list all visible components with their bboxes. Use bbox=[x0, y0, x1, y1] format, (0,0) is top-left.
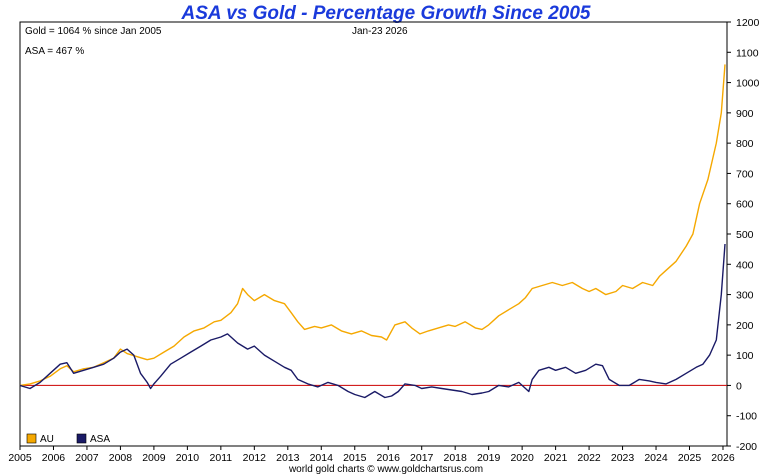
legend: AU ASA bbox=[26, 433, 110, 445]
y-tick-label: 1000 bbox=[736, 78, 760, 90]
x-tick-label: 2021 bbox=[544, 452, 568, 464]
y-tick-label: 900 bbox=[736, 108, 754, 120]
x-tick-label: 2023 bbox=[611, 452, 635, 464]
asa-annotation: ASA = 467 % bbox=[25, 46, 84, 57]
y-tick-label: 600 bbox=[736, 199, 754, 211]
x-tick-label: 2014 bbox=[310, 452, 334, 464]
legend-asa-label: ASA bbox=[90, 434, 110, 445]
x-tick-label: 2010 bbox=[176, 452, 200, 464]
y-tick-label: 0 bbox=[736, 380, 742, 392]
y-tick-label: 100 bbox=[736, 350, 754, 362]
y-tick-label: 300 bbox=[736, 290, 754, 302]
x-axis: 2005 2006 2007 2008 2009 2010 2011 2012 2013 2014… bbox=[8, 446, 735, 464]
x-tick-label: 2018 bbox=[444, 452, 468, 464]
x-tick-label: 2008 bbox=[109, 452, 133, 464]
x-tick-label: 2009 bbox=[142, 452, 166, 464]
y-tick-label: 400 bbox=[736, 259, 754, 271]
x-tick-label: 2017 bbox=[410, 452, 434, 464]
y-tick-label: -200 bbox=[736, 441, 757, 453]
date-label: Jan-23 2026 bbox=[352, 26, 408, 37]
legend-au-swatch bbox=[26, 433, 37, 444]
y-tick-label: -100 bbox=[736, 411, 757, 423]
series-line-asa bbox=[19, 243, 726, 399]
x-tick-label: 2024 bbox=[644, 452, 668, 464]
chart-title: ASA vs Gold - Percentage Growth Since 20… bbox=[181, 3, 591, 24]
x-tick-label: 2006 bbox=[42, 452, 66, 464]
x-tick-label: 2020 bbox=[510, 452, 534, 464]
y-tick-label: 800 bbox=[736, 138, 754, 150]
series-layer bbox=[19, 64, 726, 399]
y-tick-label: 700 bbox=[736, 168, 754, 180]
x-tick-label: 2015 bbox=[343, 452, 367, 464]
x-tick-label: 2016 bbox=[377, 452, 401, 464]
x-tick-label: 2007 bbox=[75, 452, 99, 464]
plot-frame bbox=[19, 21, 728, 447]
y-tick-label: 500 bbox=[736, 229, 754, 241]
x-tick-label: 2013 bbox=[276, 452, 300, 464]
x-tick-label: 2026 bbox=[711, 452, 735, 464]
legend-au-label: AU bbox=[40, 434, 54, 445]
x-tick-label: 2005 bbox=[8, 452, 32, 464]
x-tick-label: 2012 bbox=[243, 452, 267, 464]
y-tick-label: 1200 bbox=[736, 17, 760, 29]
x-tick-label: 2019 bbox=[477, 452, 501, 464]
x-tick-label: 2022 bbox=[577, 452, 601, 464]
x-tick-label: 2011 bbox=[210, 452, 233, 464]
x-tick-label: 2025 bbox=[678, 452, 702, 464]
footer-credit: world gold charts © www.goldchartsrus.co… bbox=[288, 464, 483, 475]
y-axis: -200 -100 0 100 200 300 400 500 600 700 800 900 1000… bbox=[727, 17, 760, 453]
gold-annotation: Gold = 1064 % since Jan 2005 bbox=[25, 26, 162, 37]
y-tick-label: 1100 bbox=[736, 47, 759, 59]
y-tick-label: 200 bbox=[736, 320, 754, 332]
legend-asa-swatch bbox=[76, 433, 87, 444]
series-line-au bbox=[19, 64, 726, 387]
